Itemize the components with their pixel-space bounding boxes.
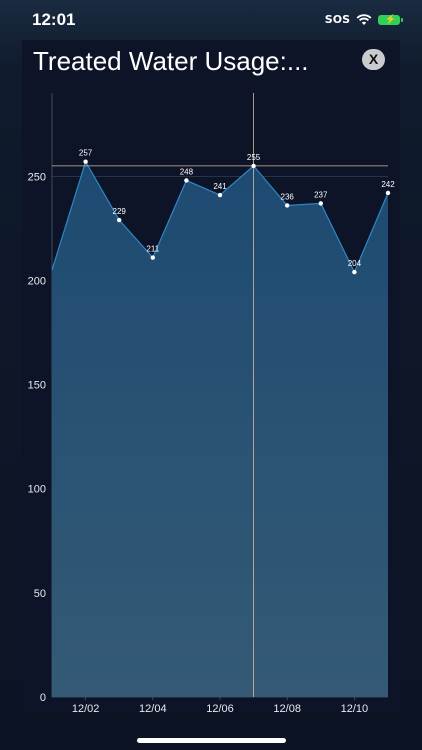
data-point[interactable]: [318, 201, 323, 206]
data-label: 236: [281, 192, 295, 201]
data-label: 255: [247, 153, 261, 162]
battery-icon: ⚡: [378, 14, 403, 25]
status-bar: 12:01 SOS ⚡: [0, 0, 422, 40]
x-tick-label: 12/08: [273, 703, 301, 715]
data-point[interactable]: [217, 192, 223, 198]
data-point[interactable]: [352, 269, 357, 275]
data-point[interactable]: [285, 203, 290, 208]
home-indicator: [137, 738, 286, 743]
data-point[interactable]: [150, 255, 155, 260]
y-tick-label: 0: [40, 692, 46, 704]
x-tick-label: 12/06: [206, 703, 234, 715]
sos-label: SOS: [324, 13, 350, 26]
y-tick-label: 200: [28, 275, 46, 287]
modal-header: Treated Water Usage:... X: [22, 40, 400, 92]
data-label: 229: [113, 207, 127, 216]
y-tick-label: 150: [28, 380, 46, 392]
data-label: 211: [146, 245, 159, 254]
x-tick-label: 12/04: [139, 703, 167, 715]
data-point[interactable]: [83, 159, 88, 164]
data-point[interactable]: [117, 217, 122, 223]
data-point[interactable]: [385, 190, 391, 196]
y-tick-label: 250: [28, 171, 46, 183]
data-point[interactable]: [184, 178, 189, 183]
area-fill: [52, 161, 388, 698]
y-tick-label: 100: [28, 484, 46, 496]
status-icons: SOS ⚡: [324, 13, 403, 26]
data-label: 204: [348, 259, 362, 268]
status-time: 12:01: [32, 10, 76, 29]
x-tick-label: 12/02: [72, 703, 100, 715]
data-label: 241: [213, 182, 227, 191]
wifi-icon: [356, 13, 372, 25]
y-tick-label: 50: [34, 588, 46, 600]
close-button[interactable]: X: [362, 49, 385, 70]
data-label: 257: [79, 149, 93, 158]
data-label: 248: [180, 167, 194, 176]
x-tick-label: 12/10: [341, 703, 369, 715]
data-label: 237: [314, 190, 328, 199]
data-label: 242: [381, 180, 395, 189]
data-point[interactable]: [251, 163, 256, 169]
